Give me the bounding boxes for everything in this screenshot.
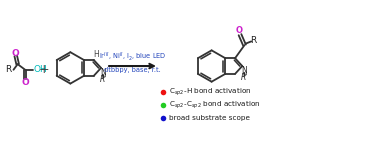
Text: C$_{sp2}$-H bond activation: C$_{sp2}$-H bond activation: [169, 86, 252, 98]
Text: dtbbpy, base, r.t.: dtbbpy, base, r.t.: [104, 67, 161, 73]
Text: Ir$^{III}$, Ni$^{II}$, I$_2$, blue LED: Ir$^{III}$, Ni$^{II}$, I$_2$, blue LED: [99, 50, 166, 63]
Text: O: O: [21, 78, 29, 87]
Text: R': R': [241, 74, 249, 82]
Text: O: O: [235, 26, 242, 35]
Text: N: N: [241, 66, 247, 75]
Text: H: H: [93, 50, 99, 59]
Text: C$_{sp2}$-C$_{sp2}$ bond activation: C$_{sp2}$-C$_{sp2}$ bond activation: [169, 100, 261, 111]
Text: R: R: [5, 65, 11, 74]
Text: broad substrate scope: broad substrate scope: [169, 115, 250, 121]
Text: R': R': [100, 75, 107, 84]
Text: O: O: [11, 49, 19, 58]
Text: OH: OH: [34, 65, 47, 74]
Text: +: +: [39, 63, 49, 76]
Text: N: N: [100, 68, 106, 77]
Text: R: R: [250, 36, 257, 45]
